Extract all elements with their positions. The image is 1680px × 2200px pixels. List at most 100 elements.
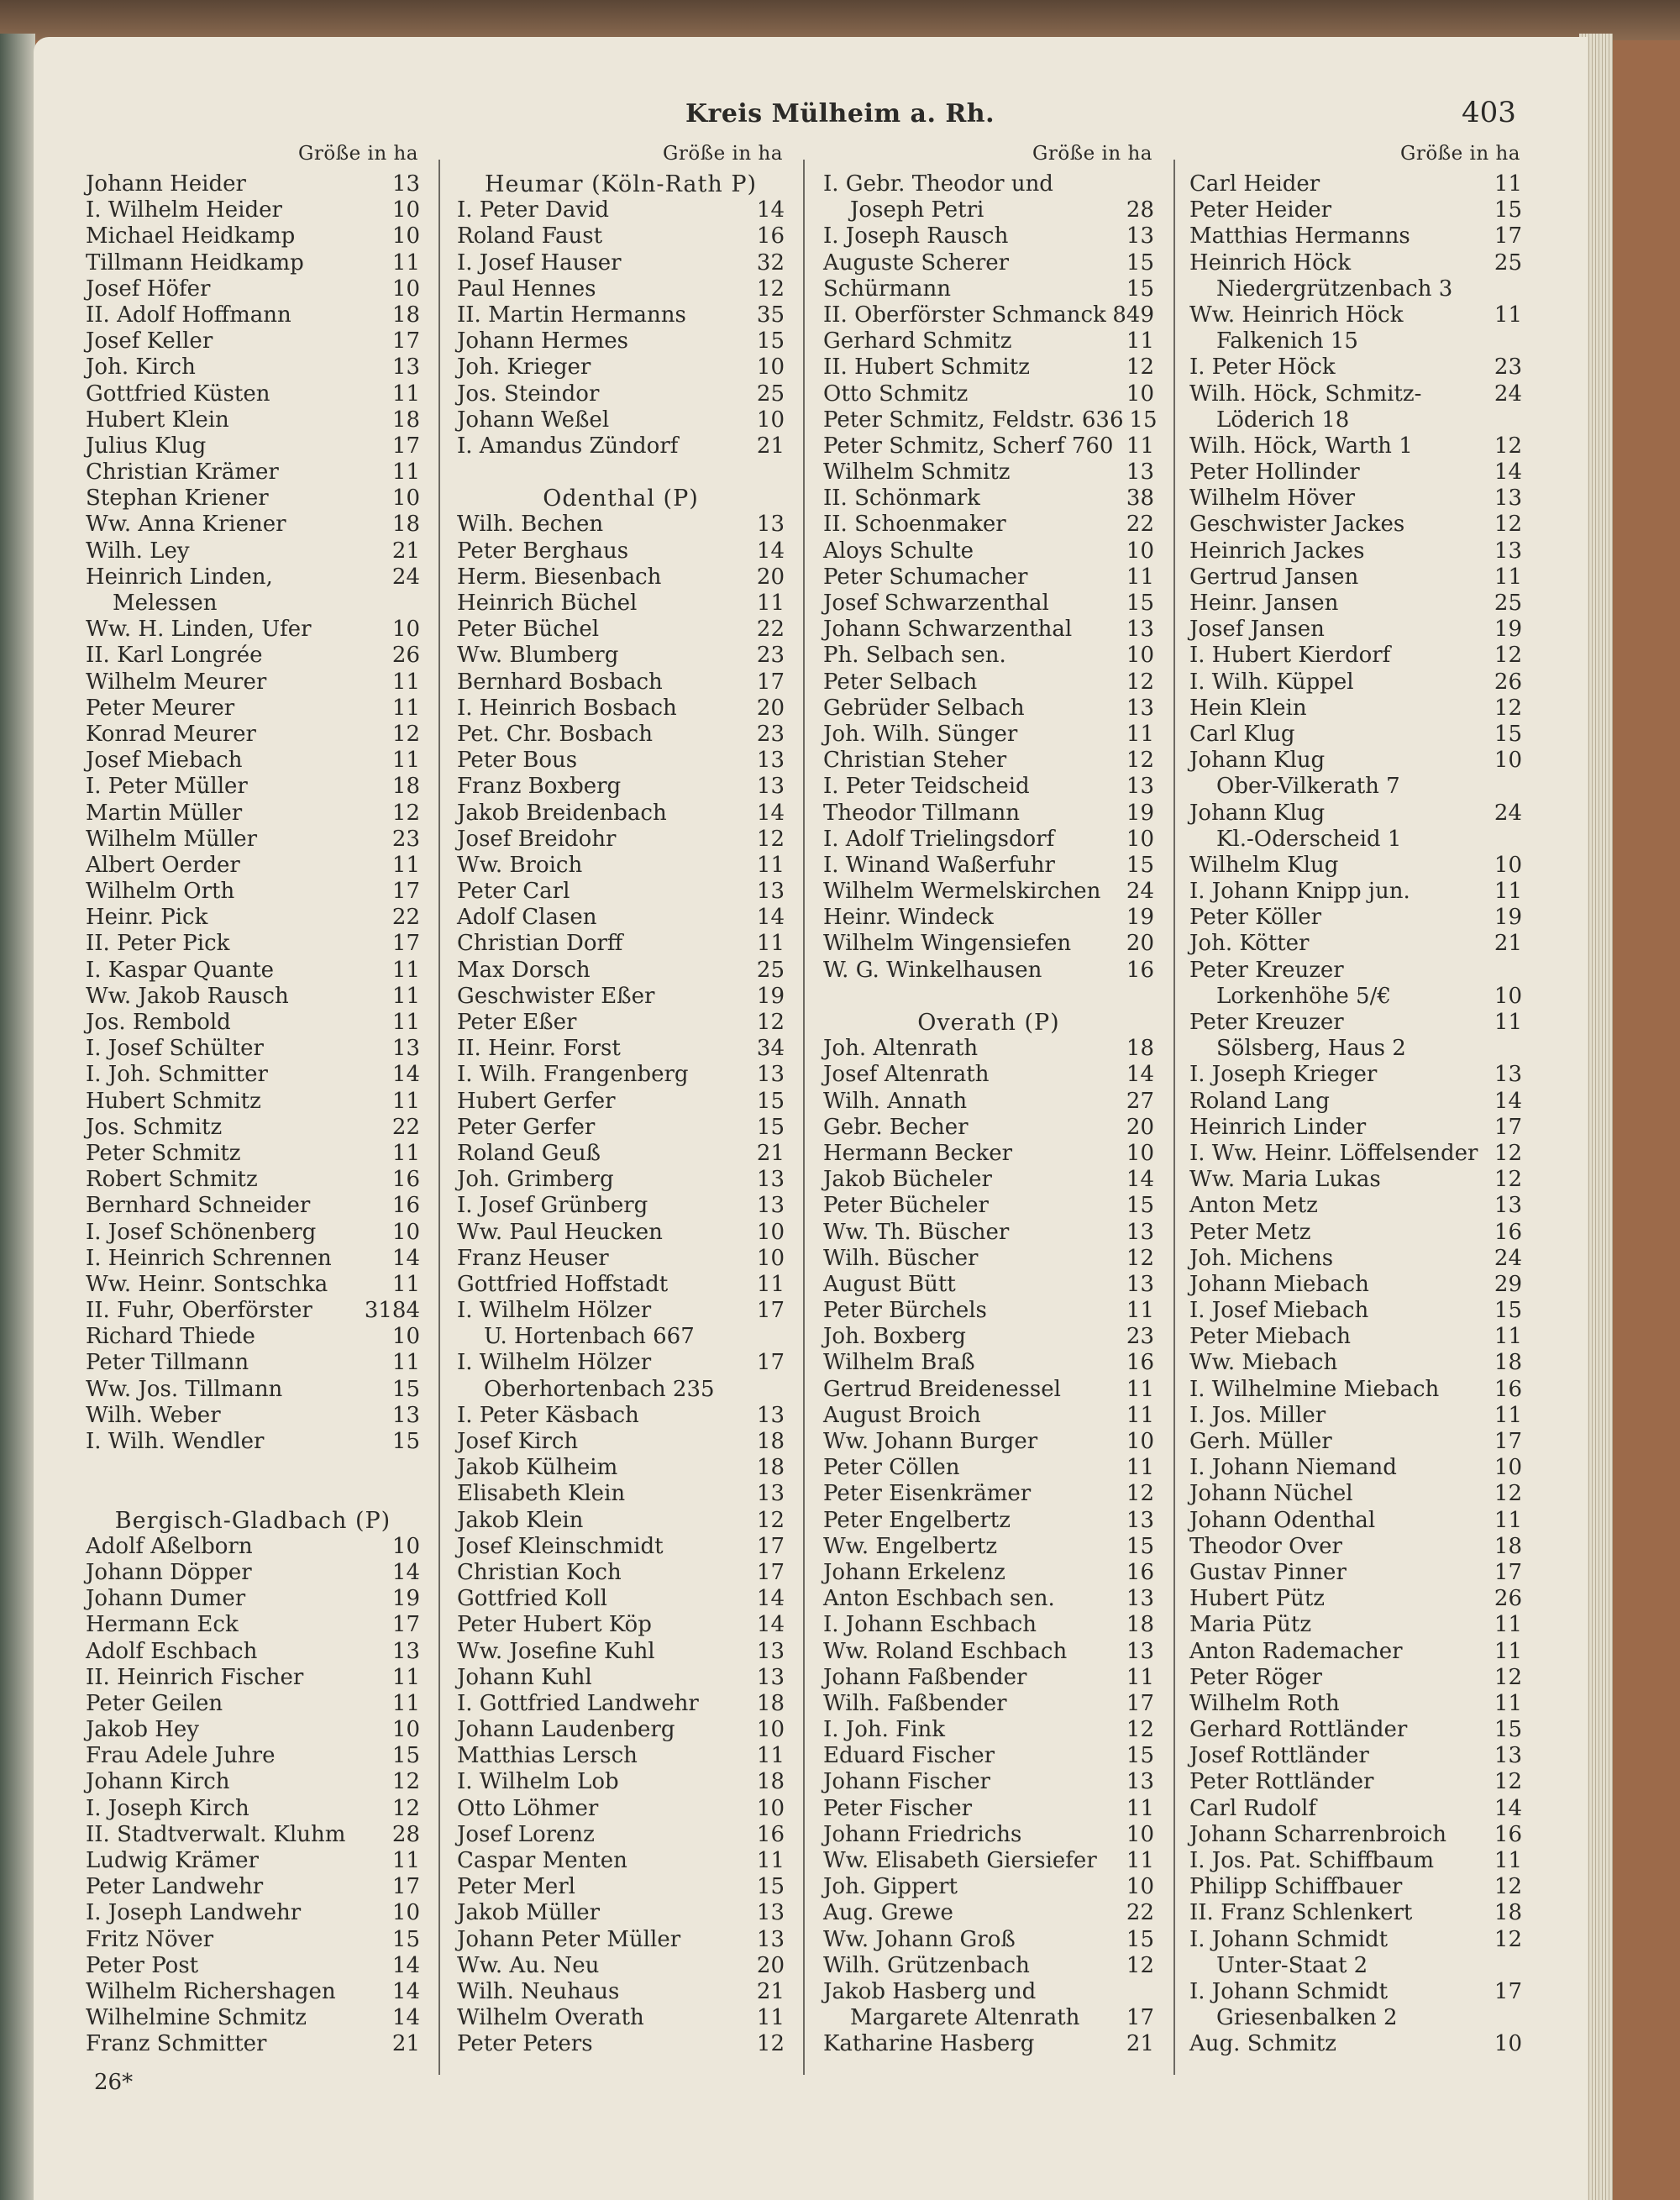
area-ha: 10 xyxy=(1126,1140,1154,1166)
owner-name: Falkenich 15 xyxy=(1216,328,1358,354)
owner-name: Ww. Johann Groß xyxy=(823,1926,1016,1952)
area-ha: 21 xyxy=(756,1978,785,2004)
owner-name: I. Peter David xyxy=(457,197,610,223)
owner-name: Gerhard Schmitz xyxy=(823,328,1012,354)
owner-name: Peter Meurer xyxy=(86,695,235,721)
section-heading: Heumar (Köln-Rath P) xyxy=(484,171,758,197)
area-ha: 12 xyxy=(391,1769,420,1795)
area-ha: 28 xyxy=(391,1821,420,1847)
owner-name: I. Wilhelmine Miebach xyxy=(1189,1376,1440,1402)
owner-name: II. Franz Schlenkert xyxy=(1189,1900,1413,1926)
list-item: Jos. Schmitz 22 xyxy=(86,1115,420,1141)
area-ha: 14 xyxy=(756,905,785,931)
list-item: Heinrich Höck 25 xyxy=(1189,250,1522,276)
owner-name: Roland Faust xyxy=(457,223,603,249)
area-ha: 12 xyxy=(1494,1926,1522,1952)
owner-name: Peter Cöllen xyxy=(823,1455,960,1481)
list-item: Aug. Schmitz 10 xyxy=(1189,2031,1522,2057)
owner-name: Jakob Breidenbach xyxy=(457,800,667,826)
area-ha: 12 xyxy=(1126,1481,1154,1507)
area-ha: 10 xyxy=(1494,983,1522,1009)
area-ha: 24 xyxy=(1494,381,1522,407)
owner-name: Ww. Roland Eschbach xyxy=(823,1638,1068,1664)
owner-name: Wilh. Höck, Warth 1 xyxy=(1189,433,1413,459)
area-ha: 15 xyxy=(1126,591,1154,616)
list-item: Johann Nüchel 12 xyxy=(1189,1481,1522,1507)
column-2: Größe in ha Heumar (Köln-Rath P) I. Peter … xyxy=(457,143,785,2058)
area-ha: 10 xyxy=(391,223,420,249)
owner-name: I. Jos. Miller xyxy=(1189,1402,1326,1428)
list-item: Hubert Pütz 26 xyxy=(1189,1586,1522,1612)
area-ha: 18 xyxy=(756,1455,785,1481)
list-item: Ww. Blumberg 23 xyxy=(457,643,785,669)
owner-name: Peter Fischer xyxy=(823,1795,973,1821)
area-ha: 12 xyxy=(1494,1167,1522,1193)
area-ha: 15 xyxy=(756,1874,785,1900)
list-item: Johann Peter Müller 13 xyxy=(457,1927,785,1953)
area-ha: 11 xyxy=(1494,1612,1522,1638)
list-item: I. Johann Eschbach 18 xyxy=(823,1612,1154,1638)
area-ha: 13 xyxy=(391,1638,420,1664)
owner-name: Johann Peter Müller xyxy=(457,1926,681,1952)
area-ha: 3184 xyxy=(364,1298,420,1324)
list-item: Johann Klug 24 xyxy=(1189,801,1522,827)
area-ha: 12 xyxy=(391,800,420,826)
area-ha: 17 xyxy=(391,879,420,905)
owner-name: II. Heinr. Forst xyxy=(457,1036,621,1062)
blank-line xyxy=(457,459,785,486)
list-item: I. Heinrich Schrennen 14 xyxy=(86,1246,420,1272)
list-item: Ww. Jakob Rausch 11 xyxy=(86,984,420,1010)
list-item: Jakob Hasberg und xyxy=(823,1979,1154,2005)
owner-name: I. Jos. Pat. Schiffbaum xyxy=(1189,1848,1435,1873)
owner-name: Aug. Schmitz xyxy=(1189,2031,1336,2057)
owner-name: Ww. Engelbertz xyxy=(823,1533,998,1559)
owner-name: Ww. Jakob Rausch xyxy=(86,983,289,1009)
area-ha: 13 xyxy=(1126,1271,1154,1297)
area-ha: 15 xyxy=(756,1088,785,1114)
owner-name: Jakob Bücheler xyxy=(823,1167,992,1193)
owner-name: Jos. Schmitz xyxy=(86,1114,223,1140)
owner-name: Ww. Heinrich Höck xyxy=(1189,302,1404,328)
list-item: Peter Eßer 12 xyxy=(457,1010,785,1036)
owner-name: Gottfried Hoffstadt xyxy=(457,1271,669,1297)
section-heading: Odenthal (P) xyxy=(543,486,699,512)
area-ha: 15 xyxy=(1129,407,1158,433)
area-ha: 17 xyxy=(1126,1690,1154,1716)
area-ha: 11 xyxy=(391,957,420,983)
owner-name: Bernhard Bosbach xyxy=(457,669,663,695)
owner-name: I. Amandus Zündorf xyxy=(457,433,679,459)
area-ha: 10 xyxy=(391,197,420,223)
list-item: Johann Laudenberg 10 xyxy=(457,1717,785,1743)
area-ha: 15 xyxy=(1126,852,1154,878)
area-ha: 16 xyxy=(1494,1219,1522,1245)
area-ha: 11 xyxy=(756,1848,785,1873)
list-item-continuation: Lorkenhöhe 5/€ 10 xyxy=(1189,984,1522,1010)
list-item: Jakob Külheim 18 xyxy=(457,1455,785,1481)
owner-name: Heinr. Jansen xyxy=(1189,591,1339,616)
owner-name: Christian Krämer xyxy=(86,459,279,486)
area-ha: 15 xyxy=(1126,249,1154,276)
owner-name: Herm. Biesenbach xyxy=(457,564,662,590)
area-ha: 15 xyxy=(1494,1298,1522,1324)
list-item: Franz Heuser 10 xyxy=(457,1246,785,1272)
area-ha: 11 xyxy=(1494,302,1522,328)
owner-name: Kl.-Oderscheid 1 xyxy=(1216,826,1402,852)
owner-name: Matthias Hermanns xyxy=(1189,223,1410,249)
list-item: Johann Miebach 29 xyxy=(1189,1272,1522,1298)
owner-name: Josef Miebach xyxy=(86,748,243,774)
list-item: Ww. Heinrich Höck 11 xyxy=(1189,302,1522,328)
owner-name: Jakob Klein xyxy=(457,1507,584,1533)
list-item: Paul Hennes 12 xyxy=(457,276,785,302)
area-ha: 32 xyxy=(756,249,785,276)
column-divider xyxy=(1173,160,1175,2075)
owner-name: Johann Klug xyxy=(1189,748,1326,774)
area-ha: 13 xyxy=(1494,1743,1522,1769)
owner-name: Maria Pütz xyxy=(1189,1612,1312,1638)
area-ha: 23 xyxy=(1126,1324,1154,1350)
area-ha: 13 xyxy=(756,1664,785,1690)
list-item: I. Joseph Rausch 13 xyxy=(823,223,1154,249)
owner-name: Geschwister Jackes xyxy=(1189,512,1405,538)
owner-name: Jakob Hasberg und xyxy=(823,1978,1037,2004)
column-3: Größe in ha I. Gebr. Theodor und Joseph Pe… xyxy=(823,143,1158,2058)
owner-name: I. Peter Käsbach xyxy=(457,1402,639,1428)
